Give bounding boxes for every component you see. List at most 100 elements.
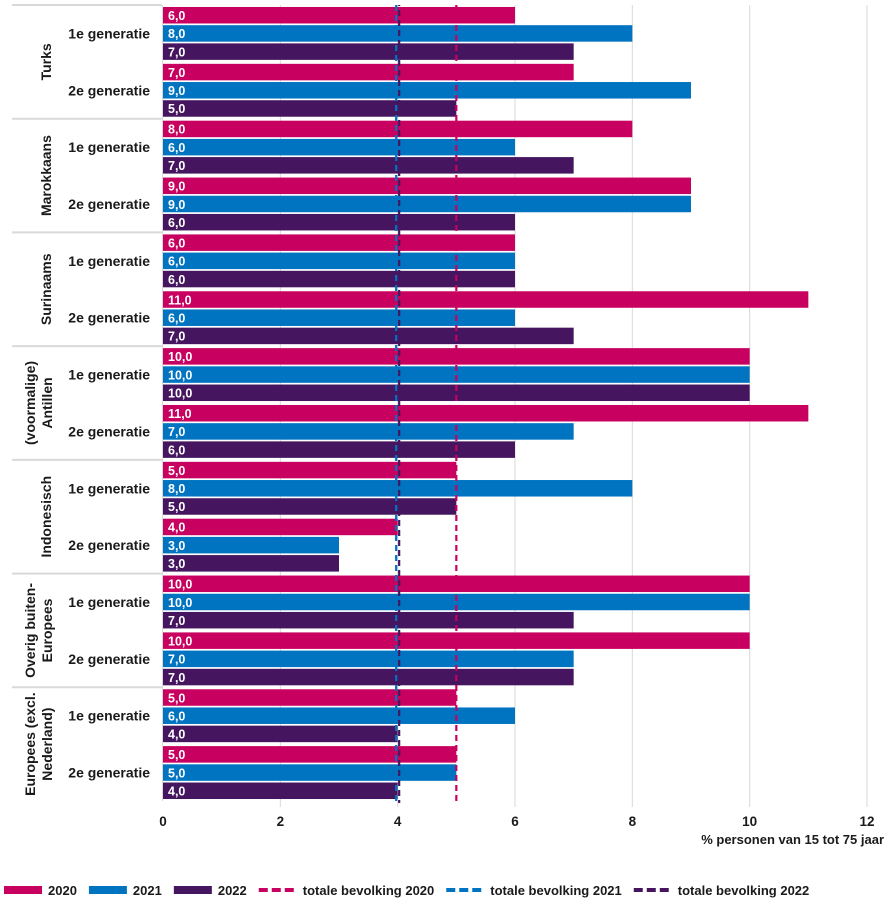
bar-value-labels: 6,0 8,0 7,0 7,0 9,0 5,0 8,0 6,0 7,0 9,0 9,0 6,0 6,0 6… [168,9,192,799]
bar-value-label: 11,0 [168,407,192,421]
generation-label: 2e generatie [68,310,150,326]
group-label: (voormalige)Antillen [22,361,55,445]
bars [163,6,809,800]
bar-2021 [163,593,750,611]
generation-label: 2e generatie [68,765,150,781]
x-tick-label: 0 [159,814,167,829]
generation-label: 1e generatie [68,253,150,269]
bar-2020 [163,177,691,195]
bar-2021 [163,764,457,781]
x-tick-label: 12 [859,814,874,829]
bar-value-label: 7,0 [168,66,185,80]
legend-label: totale bevolking 2021 [490,883,622,898]
bar-value-label: 11,0 [168,293,192,307]
bar-2021 [163,366,750,383]
bar-2020 [163,518,398,536]
bar-value-label: 7,0 [168,614,185,628]
bar-value-label: 10,0 [168,368,192,382]
bar-2022 [163,213,515,231]
bar-2021 [163,82,691,99]
bar-value-label: 9,0 [168,198,185,212]
bar-2020 [163,746,457,763]
group-label-line: Turks [38,43,54,80]
bar-2022 [163,327,574,345]
bar-2022 [163,43,574,60]
bar-value-label: 10,0 [168,578,192,592]
group-label: Overig buiten-Europees [22,583,55,678]
bar-value-label: 6,0 [168,443,185,457]
generation-label: 2e generatie [68,82,150,98]
bar-2022 [163,157,574,174]
x-tick-label: 10 [742,814,757,829]
bar-2020 [163,6,515,24]
bar-2022 [163,611,574,629]
legend-label: totale bevolking 2022 [678,883,810,898]
bar-value-label: 9,0 [168,180,185,194]
generation-label: 1e generatie [68,139,150,155]
bar-2020 [163,461,457,479]
legend-swatch [88,886,127,894]
bar-2020 [163,120,633,138]
legend-label: 2020 [48,883,77,898]
legend-swatch [173,886,212,894]
bar-value-label: 7,0 [168,425,185,439]
group-label: Europees (excl.Nederland) [22,692,55,796]
generation-label: 1e generatie [68,480,150,496]
bar-2022 [163,270,515,288]
x-tick-label: 6 [511,814,519,829]
legend-label: 2021 [133,883,162,898]
bar-value-label: 6,0 [168,273,185,287]
generation-label: 2e generatie [68,651,150,667]
bar-value-label: 7,0 [168,671,185,685]
bar-value-label: 6,0 [168,709,185,723]
bar-value-label: 10,0 [168,350,192,364]
x-axis-ticks: 0 2 4 6 8 10 12 [159,814,874,829]
generation-label: 1e generatie [68,367,150,383]
bar-value-label: 5,0 [168,464,185,478]
bar-2021 [163,480,633,497]
bar-2021 [163,138,515,156]
bar-value-label: 8,0 [168,482,185,496]
bar-value-label: 10,0 [168,634,192,648]
bar-2022 [163,668,574,686]
generation-label: 2e generatie [68,196,150,212]
bar-2021 [163,650,574,668]
bar-value-label: 8,0 [168,27,185,41]
bar-value-label: 5,0 [168,500,185,514]
bar-2021 [163,195,691,213]
bar-2021 [163,252,515,270]
bar-value-label: 4,0 [168,521,185,535]
bar-2020 [163,689,457,706]
bar-value-label: 10,0 [168,387,192,401]
bar-value-label: 3,0 [168,557,185,571]
bar-value-label: 10,0 [168,596,192,610]
bar-value-label: 3,0 [168,539,185,553]
reference-lines [395,5,458,803]
bar-value-label: 7,0 [168,330,185,344]
bar-value-label: 9,0 [168,84,185,98]
bar-value-label: 6,0 [168,255,185,269]
legend-label: totale bevolking 2020 [303,883,435,898]
group-label-line: Europees (excl. [22,692,38,796]
group-label-line: Antillen [39,377,55,428]
bar-value-label: 7,0 [168,45,185,59]
bar-value-label: 5,0 [168,766,185,780]
bar-2022 [163,384,750,402]
bar-2021 [163,536,339,554]
generation-label: 1e generatie [68,25,150,41]
bar-value-label: 5,0 [168,691,185,705]
group-label-line: Overig buiten- [22,583,38,678]
group-label: Surinaams [38,253,54,325]
bar-2021 [163,707,515,724]
legend: 2020 2021 2022 totale bevolking 2020 totale … [4,883,809,898]
group-label: Indonesisch [38,476,54,558]
bar-2022 [163,782,398,800]
x-tick-label: 4 [394,814,402,829]
bar-2022 [163,725,398,743]
legend-label: 2022 [218,883,247,898]
x-axis-title: % personen van 15 tot 75 jaar [701,832,884,847]
generation-label: 2e generatie [68,537,150,553]
group-label: Turks [38,43,54,80]
group-label-line: Nederland) [39,708,55,781]
bar-2021 [163,25,633,42]
